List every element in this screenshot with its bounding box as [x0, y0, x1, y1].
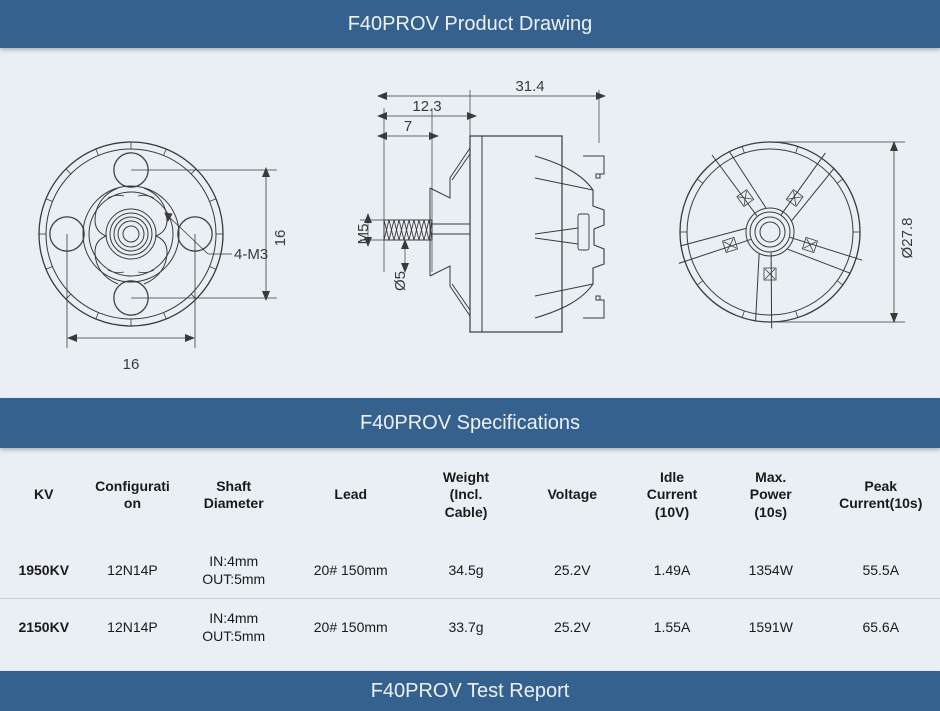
- svg-text:16: 16: [272, 230, 289, 247]
- svg-text:Ø27.8: Ø27.8: [899, 218, 916, 259]
- svg-text:31.4: 31.4: [515, 78, 544, 95]
- svg-text:12.3: 12.3: [412, 98, 441, 115]
- svg-text:7: 7: [404, 118, 412, 135]
- svg-text:Ø5: Ø5: [392, 271, 409, 291]
- svg-text:4-M3: 4-M3: [234, 246, 268, 263]
- svg-text:16: 16: [123, 356, 140, 373]
- svg-text:M5: M5: [355, 224, 372, 245]
